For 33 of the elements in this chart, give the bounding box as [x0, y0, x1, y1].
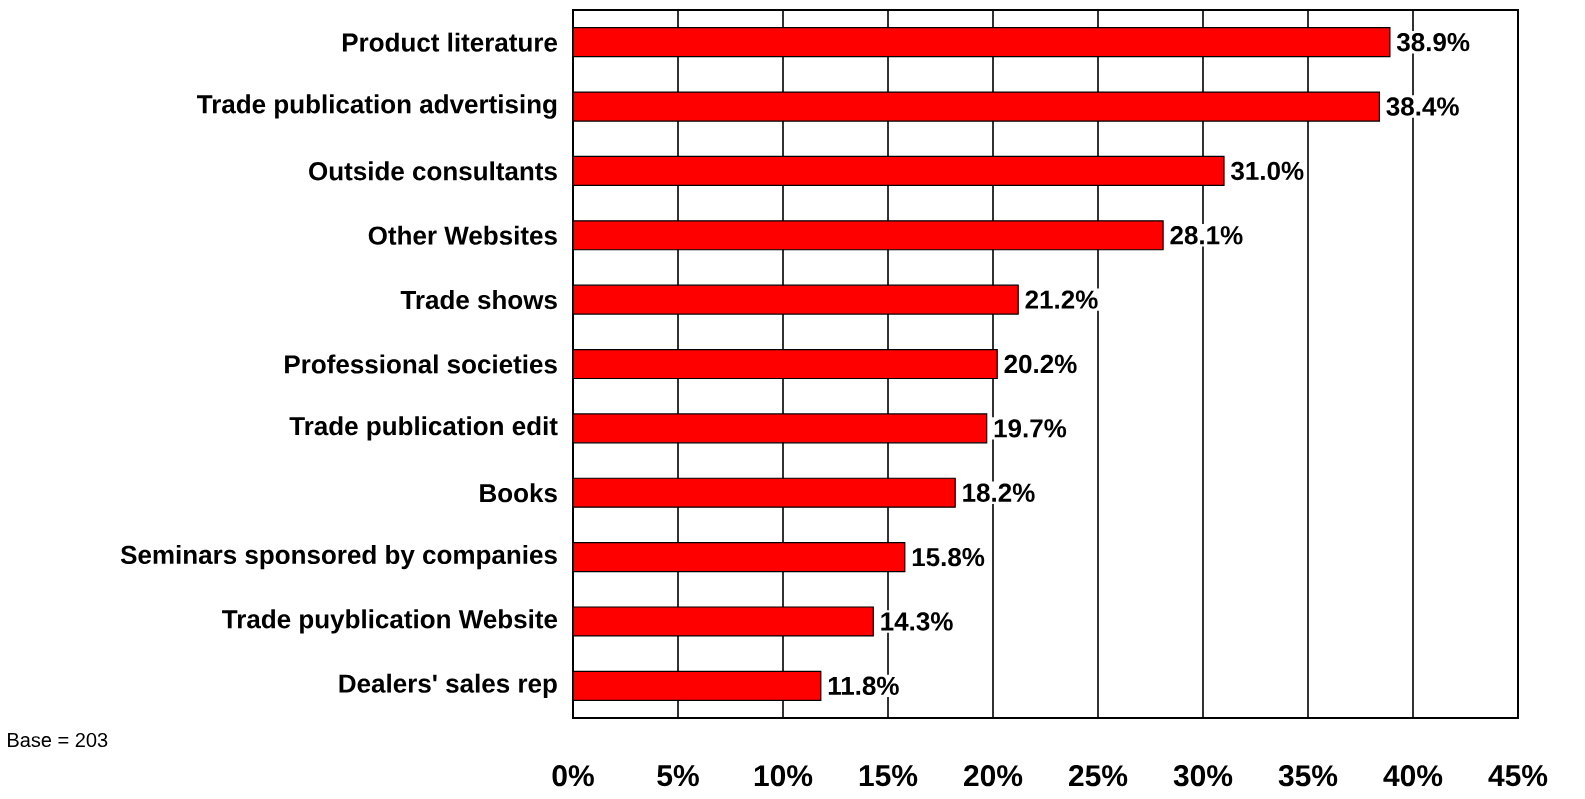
data-label: 19.7% [994, 419, 1067, 438]
data-label: 21.2% [1025, 290, 1098, 309]
x-tick-label: 10% [754, 765, 813, 787]
y-tick-label: Other Websites [368, 225, 557, 245]
data-label: 18.2% [963, 483, 1035, 502]
data-label: 14.3% [881, 612, 953, 631]
y-tick-label: Product literature [342, 32, 558, 52]
x-tick-label: 30% [1173, 765, 1233, 787]
y-tick-label: Trade shows [400, 290, 557, 310]
y-tick-label: Books [480, 483, 557, 503]
data-label: 15.8% [912, 547, 985, 567]
y-tick-label: Seminars sponsored by companies [120, 544, 557, 570]
y-tick-label: Trade publication advertising [197, 94, 557, 119]
y-tick-label: Trade puyblication Website [222, 609, 558, 634]
x-tick-label: 15% [859, 765, 918, 787]
x-tick-label: 35% [1278, 765, 1338, 787]
x-tick-label: 25% [1069, 765, 1128, 787]
data-label: 38.9% [1396, 32, 1470, 52]
data-label: 11.8% [828, 676, 899, 696]
y-tick-label: Dealers' sales rep [339, 673, 557, 698]
y-tick-label: Outside consultants [309, 161, 557, 181]
data-label: 20.2% [1004, 354, 1077, 374]
x-tick-label: 45% [1488, 765, 1548, 787]
data-label: 31.0% [1231, 161, 1304, 181]
data-label: 38.4% [1386, 97, 1459, 116]
text: Base = 203 [8, 732, 108, 748]
y-tick-label: Professional societies [285, 354, 557, 374]
x-tick-label: 5% [657, 765, 699, 787]
y-tick-label: Trade publication edit [289, 416, 558, 441]
data-label: 28.1% [1170, 226, 1243, 245]
x-tick-label: 20% [964, 765, 1023, 787]
x-tick-label: 0% [552, 765, 594, 787]
x-tick-label: 40% [1383, 765, 1443, 787]
